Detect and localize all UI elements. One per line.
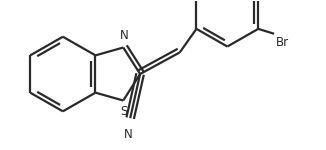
Text: N: N — [120, 29, 129, 42]
Text: N: N — [124, 128, 133, 141]
Text: S: S — [121, 105, 128, 118]
Text: Br: Br — [276, 36, 289, 49]
